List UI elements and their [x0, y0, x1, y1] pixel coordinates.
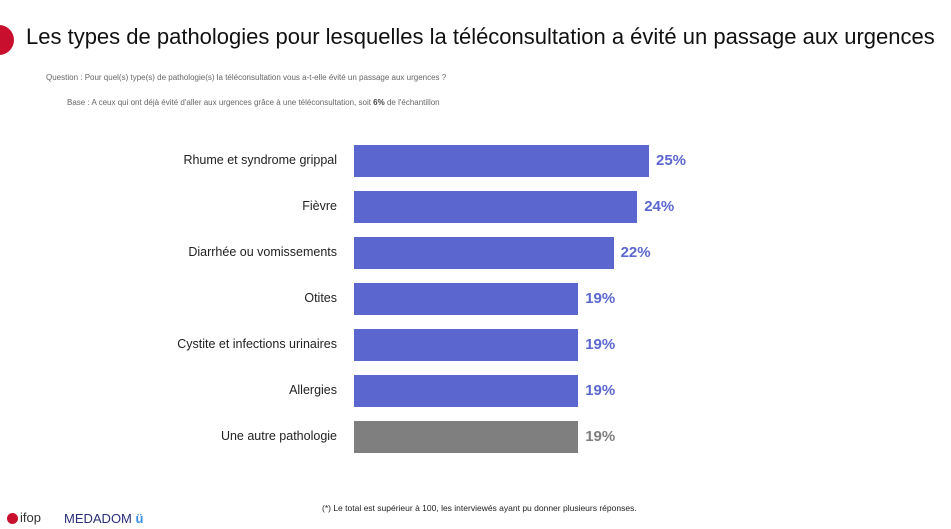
category-label: Diarrhée ou vomissements	[188, 245, 337, 259]
value-label: 22%	[620, 244, 651, 261]
bar	[354, 329, 579, 361]
ifop-logo: ifop	[7, 510, 41, 525]
category-label: Cystite et infections urinaires	[177, 337, 337, 351]
bar	[354, 375, 579, 407]
bar	[354, 145, 649, 177]
ifop-logo-text: ifop	[20, 510, 41, 525]
base-percent: 6%	[373, 98, 385, 107]
value-label: 19%	[585, 290, 616, 307]
bar	[354, 283, 579, 315]
value-label: 19%	[585, 428, 616, 445]
footnote: (*) Le total est supérieur à 100, les in…	[322, 503, 637, 513]
medadom-mark-icon: ü	[135, 511, 144, 526]
category-label: Fièvre	[302, 199, 337, 213]
medadom-logo: MEDADOM ü	[64, 511, 143, 526]
category-label: Rhume et syndrome grippal	[183, 153, 337, 167]
category-label: Allergies	[289, 383, 337, 397]
question-text: Question : Pour quel(s) type(s) de patho…	[46, 73, 447, 82]
bar	[354, 237, 614, 269]
base-prefix: Base : A ceux qui ont déjà évité d'aller…	[67, 98, 374, 107]
base-suffix: de l'échantillon	[384, 98, 440, 107]
base-text: Base : A ceux qui ont déjà évité d'aller…	[67, 98, 440, 107]
category-label: Une autre pathologie	[220, 429, 337, 443]
brand-dot-icon	[0, 25, 14, 55]
bar	[354, 421, 579, 453]
value-label: 19%	[585, 336, 616, 353]
category-label: Otites	[304, 291, 337, 305]
medadom-logo-text: MEDADOM	[64, 511, 132, 526]
value-label: 19%	[585, 382, 616, 399]
bar	[354, 191, 638, 223]
value-label: 25%	[656, 152, 687, 169]
ifop-mark-icon	[7, 513, 18, 525]
value-label: 24%	[644, 198, 675, 215]
page-title: Les types de pathologies pour lesquelles…	[26, 24, 935, 49]
